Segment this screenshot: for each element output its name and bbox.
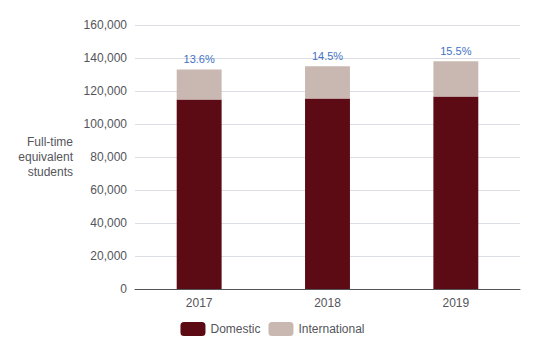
svg-text:13.6%: 13.6% bbox=[184, 53, 215, 65]
svg-text:140,000: 140,000 bbox=[84, 51, 128, 65]
svg-text:20,000: 20,000 bbox=[90, 249, 127, 263]
svg-text:100,000: 100,000 bbox=[84, 117, 128, 131]
svg-text:2018: 2018 bbox=[314, 296, 341, 310]
svg-text:equivalent: equivalent bbox=[18, 150, 73, 164]
svg-text:0: 0 bbox=[120, 282, 127, 296]
svg-text:160,000: 160,000 bbox=[84, 18, 128, 32]
svg-text:80,000: 80,000 bbox=[90, 150, 127, 164]
svg-text:International: International bbox=[298, 322, 364, 336]
svg-text:120,000: 120,000 bbox=[84, 84, 128, 98]
svg-text:2017: 2017 bbox=[186, 296, 213, 310]
svg-text:40,000: 40,000 bbox=[90, 216, 127, 230]
svg-text:2019: 2019 bbox=[442, 296, 469, 310]
svg-text:14.5%: 14.5% bbox=[312, 50, 343, 62]
svg-text:60,000: 60,000 bbox=[90, 183, 127, 197]
svg-text:Full-time: Full-time bbox=[27, 135, 73, 149]
svg-text:students: students bbox=[28, 165, 73, 179]
svg-text:Domestic: Domestic bbox=[210, 322, 260, 336]
svg-text:15.5%: 15.5% bbox=[440, 45, 471, 57]
